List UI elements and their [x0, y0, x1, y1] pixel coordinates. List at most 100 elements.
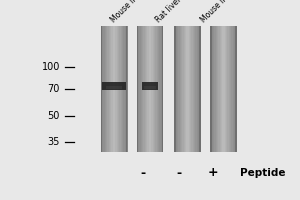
Bar: [226, 26, 228, 152]
Bar: [224, 26, 225, 152]
Bar: [174, 26, 176, 152]
Bar: [234, 26, 236, 152]
Bar: [225, 26, 226, 152]
Bar: [221, 26, 223, 152]
Bar: [197, 26, 198, 152]
Bar: [157, 26, 158, 152]
Bar: [137, 26, 138, 152]
Bar: [126, 26, 127, 152]
Bar: [185, 26, 187, 152]
Bar: [220, 26, 221, 152]
Bar: [184, 26, 185, 152]
Bar: [106, 86, 122, 89]
Bar: [143, 26, 145, 152]
Bar: [229, 26, 230, 152]
Bar: [126, 26, 128, 152]
Bar: [158, 26, 160, 152]
Bar: [214, 26, 216, 152]
Bar: [119, 26, 121, 152]
Bar: [188, 26, 189, 152]
Text: 35: 35: [48, 137, 60, 147]
Bar: [140, 26, 141, 152]
Text: 100: 100: [42, 62, 60, 72]
Bar: [177, 26, 178, 152]
Bar: [190, 26, 192, 152]
Text: Mouse liver: Mouse liver: [109, 0, 147, 24]
Bar: [216, 26, 217, 152]
Bar: [198, 26, 200, 152]
Bar: [236, 26, 237, 152]
Text: 70: 70: [48, 84, 60, 94]
Bar: [193, 26, 194, 152]
Bar: [142, 26, 144, 152]
Bar: [117, 26, 118, 152]
Bar: [178, 26, 180, 152]
Bar: [189, 26, 190, 152]
Bar: [162, 26, 163, 152]
Text: 50: 50: [48, 111, 60, 121]
Bar: [153, 26, 154, 152]
Bar: [230, 26, 232, 152]
Bar: [144, 86, 156, 89]
Bar: [235, 26, 237, 152]
Bar: [218, 26, 220, 152]
Bar: [146, 26, 148, 152]
Bar: [142, 82, 158, 90]
Bar: [150, 26, 152, 152]
Bar: [102, 26, 104, 152]
Bar: [122, 26, 124, 152]
Bar: [191, 26, 193, 152]
Bar: [194, 26, 196, 152]
Bar: [181, 26, 182, 152]
Text: +: +: [208, 166, 218, 180]
Text: Peptide: Peptide: [240, 168, 285, 178]
Bar: [155, 26, 157, 152]
Bar: [186, 26, 188, 152]
Bar: [107, 26, 109, 152]
Bar: [231, 26, 233, 152]
Bar: [227, 26, 229, 152]
Bar: [106, 26, 108, 152]
Bar: [210, 26, 212, 152]
Bar: [180, 26, 181, 152]
Bar: [111, 26, 113, 152]
Bar: [154, 26, 156, 152]
Bar: [123, 26, 125, 152]
Bar: [222, 26, 224, 152]
Text: Rat liver: Rat liver: [154, 0, 183, 24]
Bar: [200, 26, 201, 152]
Bar: [101, 26, 102, 152]
Bar: [103, 26, 105, 152]
Bar: [210, 26, 212, 152]
Bar: [138, 26, 140, 152]
Bar: [233, 26, 234, 152]
Bar: [124, 26, 126, 152]
Text: Mouse liver: Mouse liver: [199, 0, 237, 24]
Bar: [141, 26, 142, 152]
Bar: [115, 26, 117, 152]
Bar: [121, 26, 122, 152]
Bar: [159, 26, 161, 152]
Bar: [174, 26, 176, 152]
Bar: [101, 26, 102, 152]
Bar: [145, 26, 146, 152]
Bar: [162, 26, 164, 152]
Bar: [110, 26, 112, 152]
Bar: [113, 26, 114, 152]
Bar: [213, 26, 214, 152]
Bar: [217, 26, 218, 152]
Bar: [114, 26, 116, 152]
Bar: [212, 26, 213, 152]
Bar: [195, 26, 197, 152]
Bar: [105, 26, 106, 152]
Bar: [149, 26, 150, 152]
Bar: [199, 26, 201, 152]
Text: -: -: [141, 166, 146, 180]
Bar: [137, 26, 138, 152]
Bar: [151, 26, 153, 152]
Text: -: -: [176, 166, 181, 180]
Bar: [147, 26, 149, 152]
Bar: [176, 26, 177, 152]
Bar: [109, 26, 110, 152]
Bar: [160, 26, 162, 152]
